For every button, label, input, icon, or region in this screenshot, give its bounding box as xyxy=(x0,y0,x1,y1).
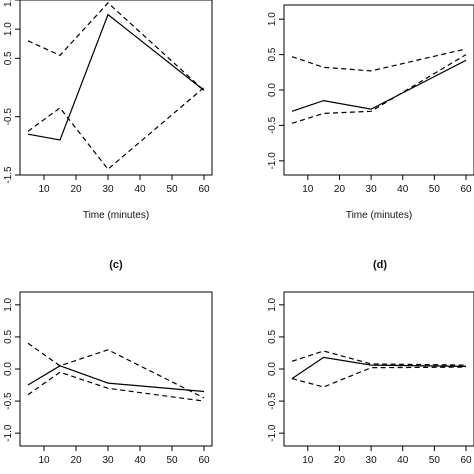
y-tick-label-d: -0.5 xyxy=(267,392,278,410)
y-tick-label-c: 0.0 xyxy=(3,362,14,376)
x-tick-label-a: 20 xyxy=(70,184,82,195)
y-tick-label-b: 0.5 xyxy=(267,47,278,61)
x-tick-label-a: 40 xyxy=(134,184,146,195)
y-tick-label-d: 0.0 xyxy=(267,362,278,376)
estimate-line-b-0 xyxy=(291,59,467,112)
x-tick-label-b: 20 xyxy=(334,184,346,195)
panel-label-d: (d) xyxy=(373,259,387,271)
confidence-band-line-d-2 xyxy=(291,366,467,388)
x-tick-label-c: 30 xyxy=(102,455,114,466)
x-tick-label-d: 50 xyxy=(429,455,441,466)
x-tick-label-d: 10 xyxy=(302,455,314,466)
x-tick-label-a: 50 xyxy=(166,184,178,195)
y-tick-label-b: -1.0 xyxy=(267,152,278,170)
x-tick-label-d: 20 xyxy=(334,455,346,466)
x-tick-label-a: 60 xyxy=(198,184,210,195)
y-tick-label-a: -1.5 xyxy=(3,166,14,184)
y-tick-label-d: 0.5 xyxy=(267,330,278,344)
y-tick-label-a: 1.0 xyxy=(3,22,14,36)
y-tick-label-b: 1.0 xyxy=(267,12,278,26)
plot-frame-a xyxy=(19,0,213,176)
y-tick-label-d: -1.0 xyxy=(267,424,278,442)
confidence-band-line-a-2 xyxy=(27,87,205,171)
y-tick-label-a: -0.5 xyxy=(3,108,14,126)
confidence-band-line-a-1 xyxy=(27,2,205,91)
confidence-band-line-c-1 xyxy=(27,342,205,399)
x-tick-label-b: 60 xyxy=(460,184,472,195)
x-axis-title-b: Time (minutes) xyxy=(346,210,412,221)
x-tick-label-d: 40 xyxy=(397,455,409,466)
y-tick-label-c: 1.0 xyxy=(3,297,14,311)
x-tick-label-a: 10 xyxy=(38,184,50,195)
x-tick-label-c: 50 xyxy=(166,455,178,466)
y-tick-label-c: -1.0 xyxy=(3,424,14,442)
plot-frame-b xyxy=(283,4,474,176)
confidence-band-line-d-1 xyxy=(291,350,467,366)
x-tick-label-c: 60 xyxy=(198,455,210,466)
confidence-band-line-c-2 xyxy=(27,371,205,402)
y-tick-label-a: 1.5 xyxy=(3,0,14,7)
x-tick-label-b: 50 xyxy=(429,184,441,195)
y-tick-label-a: 0.5 xyxy=(3,51,14,65)
x-axis-title-a: Time (minutes) xyxy=(83,210,149,221)
x-tick-label-d: 60 xyxy=(460,455,472,466)
panel-label-c: (c) xyxy=(109,259,123,271)
x-tick-label-b: 40 xyxy=(397,184,409,195)
x-tick-label-d: 30 xyxy=(366,455,378,466)
x-tick-label-c: 10 xyxy=(38,455,50,466)
estimate-line-a-0 xyxy=(27,13,205,141)
y-tick-label-b: -0.5 xyxy=(267,116,278,134)
x-tick-label-c: 20 xyxy=(70,455,82,466)
x-tick-label-b: 10 xyxy=(302,184,314,195)
y-tick-label-b: 0.0 xyxy=(267,83,278,97)
plot-frame-d xyxy=(283,291,474,447)
plot-frame-c xyxy=(19,291,213,447)
estimate-line-c-0 xyxy=(27,365,205,393)
estimate-line-d-0 xyxy=(291,356,467,380)
confidence-band-line-b-1 xyxy=(291,48,467,72)
x-tick-label-a: 30 xyxy=(102,184,114,195)
y-tick-label-d: 1.0 xyxy=(267,297,278,311)
y-tick-label-c: -0.5 xyxy=(3,392,14,410)
y-tick-label-c: 0.5 xyxy=(3,330,14,344)
x-tick-label-b: 30 xyxy=(366,184,378,195)
x-tick-label-c: 40 xyxy=(134,455,146,466)
